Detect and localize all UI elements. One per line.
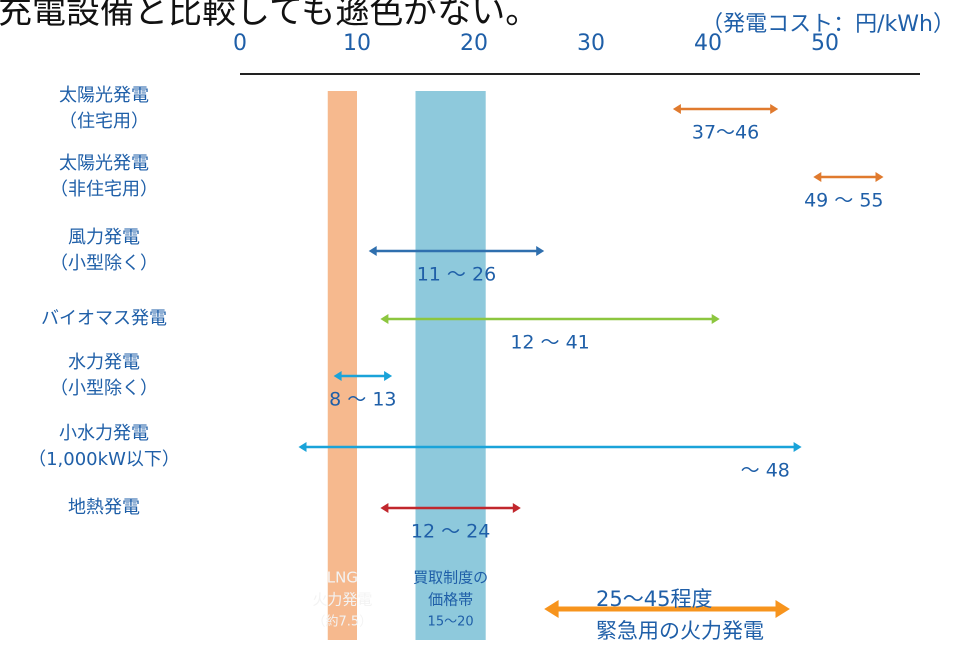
category-label-1-1: （非住宅用） xyxy=(50,179,158,200)
emergency-label-0: 25〜45程度 xyxy=(596,587,712,611)
category-label-6-0: 地熱発電 xyxy=(68,497,140,518)
value-label-4: 8 〜 13 xyxy=(329,389,396,411)
range-arrow-5 xyxy=(298,442,802,452)
purchase-price-band-label-0: 買取制度の xyxy=(413,569,488,587)
x-tick-label-0: 0 xyxy=(233,31,247,56)
value-label-2: 11 〜 26 xyxy=(417,264,496,286)
x-tick-label-20: 20 xyxy=(460,31,488,56)
unit-label: （発電コスト：円/kWh） xyxy=(701,12,955,37)
range-arrow-6 xyxy=(380,503,521,513)
value-label-1: 49 〜 55 xyxy=(804,190,883,212)
emergency-arrow xyxy=(544,600,790,618)
lng-band-label-2: （約7.5） xyxy=(313,615,373,630)
range-arrow-3 xyxy=(380,314,720,324)
x-tick-label-40: 40 xyxy=(694,31,722,56)
purchase-price-band-label-1: 価格帯 xyxy=(428,591,473,609)
range-arrow-0 xyxy=(672,104,779,114)
lng-band xyxy=(327,91,357,640)
category-label-2-0: 風力発電 xyxy=(68,227,140,248)
value-label-5: 〜 48 xyxy=(741,460,790,482)
lng-band-label-1: 火力発電 xyxy=(312,591,372,609)
heading-partial: 充電設備と比較しても遜色がない。 xyxy=(0,0,540,32)
x-tick-label-50: 50 xyxy=(811,31,839,56)
category-label-4-1: （小型除く） xyxy=(50,378,158,399)
value-label-0: 37〜46 xyxy=(692,122,759,144)
range-arrow-1 xyxy=(813,172,884,182)
purchase-price-band xyxy=(415,91,486,640)
purchase-price-band-label-2: 15〜20 xyxy=(428,615,474,630)
category-label-0-1: （住宅用） xyxy=(59,111,149,132)
lng-band-label-0: LNG xyxy=(327,569,358,587)
category-label-5-0: 小水力発電 xyxy=(59,423,149,444)
category-label-3-0: バイオマス発電 xyxy=(41,308,167,329)
x-tick-label-10: 10 xyxy=(343,31,371,56)
range-arrow-2 xyxy=(368,246,545,256)
category-label-4-0: 水力発電 xyxy=(68,352,140,373)
value-label-6: 12 〜 24 xyxy=(411,521,490,543)
category-label-2-1: （小型除く） xyxy=(50,253,158,274)
emergency-label-1: 緊急用の火力発電 xyxy=(596,619,764,643)
category-label-0-0: 太陽光発電 xyxy=(59,85,149,106)
category-label-5-1: （1,000kW以下） xyxy=(28,449,180,470)
range-arrow-4 xyxy=(333,371,393,381)
value-label-3: 12 〜 41 xyxy=(510,332,589,354)
category-label-1-0: 太陽光発電 xyxy=(59,153,149,174)
x-tick-label-30: 30 xyxy=(577,31,605,56)
